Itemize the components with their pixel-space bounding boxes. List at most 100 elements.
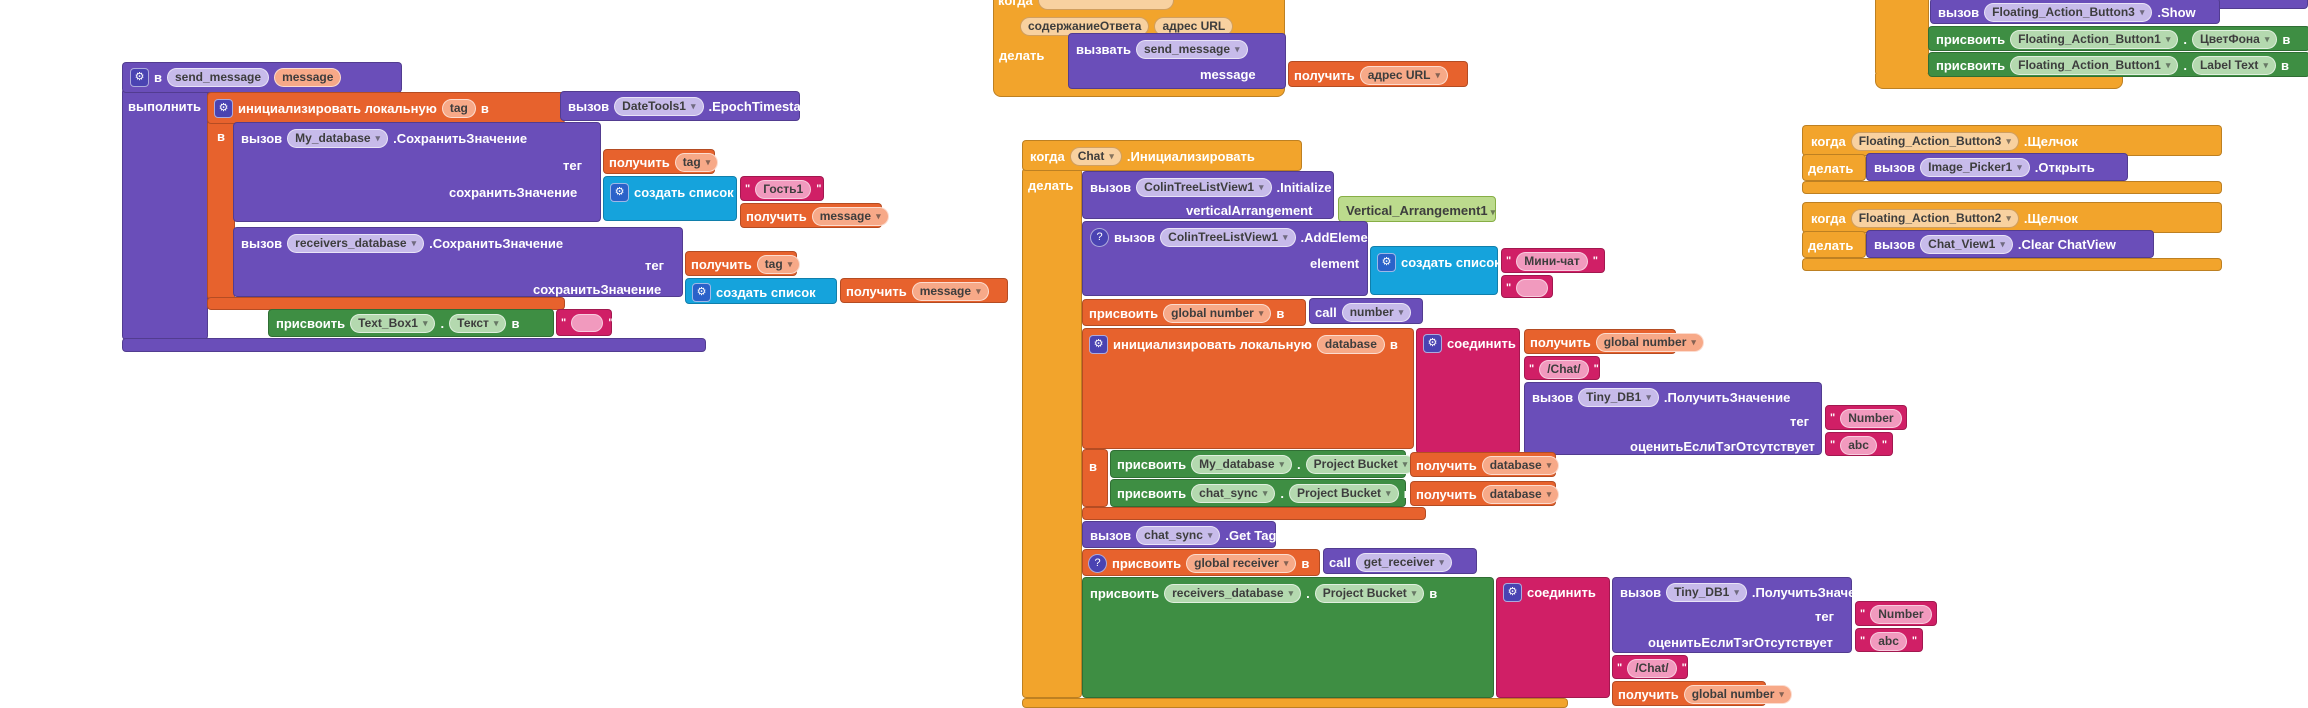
dot-label: . [1280,485,1284,501]
component-dropdown[interactable]: DateTools1 [614,96,704,116]
call-fab3-show-row: вызов Floating_Action_Button3 .Show [1938,2,2196,22]
component-dropdown[interactable]: Chat [1069,146,1122,166]
call-tinydb-getvalue-block[interactable] [1524,382,1822,455]
var-dropdown[interactable]: tag [756,254,801,274]
string-minichat-row: " Мини-чат " [1506,251,1598,271]
gear-icon[interactable]: ⚙ [1423,333,1442,353]
var-dropdown[interactable]: global number [1595,332,1704,352]
component-dropdown[interactable]: Floating_Action_Button1 [2010,55,2179,75]
chat-init-header[interactable] [1022,140,1302,171]
component-dropdown[interactable]: receivers_database [287,233,425,253]
component-dropdown[interactable]: Text_Box1 [350,313,436,333]
gear-icon[interactable]: ⚙ [610,182,629,202]
init-local-tag-body[interactable] [207,120,235,300]
component-dropdown[interactable]: ColinTreeListView1 [1136,177,1272,197]
component-dropdown[interactable]: chat_sync [1136,525,1221,545]
property-dropdown[interactable]: Label Text [2191,55,2276,75]
fab3-click-body[interactable] [1802,154,1866,181]
get-label: получить [1294,67,1355,83]
call-label: вызов [1114,229,1156,245]
string-field[interactable]: /Chat/ [1539,359,1589,379]
proc-dropdown[interactable]: get_receiver [1355,552,1452,572]
component-dropdown[interactable]: chat_sync [1191,483,1276,503]
property-dropdown[interactable]: Project Bucket [1289,483,1399,503]
var-dropdown[interactable]: адрес URL [1359,65,1449,85]
call-get-receiver-proc-row: call get_receiver [1329,552,1452,572]
proc-dropdown[interactable]: number [1341,302,1412,322]
proc-dropdown[interactable]: send_message [1135,39,1248,59]
gear-icon[interactable]: ⚙ [130,67,149,87]
set-fab1-labeltext-row: присвоить Floating_Action_Button1 . Labe… [1936,55,2289,75]
tag-param-label: тег [645,257,665,273]
string-field[interactable]: Мини-чат [1516,251,1588,271]
var-dropdown[interactable]: global number [1683,684,1792,704]
fab2-click-body[interactable] [1802,231,1866,258]
local-var-database-chip[interactable]: database [1316,334,1385,354]
string-field[interactable] [1516,279,1549,297]
fab-event-bottom[interactable] [1875,74,2123,89]
component-dropdown[interactable]: Chat_View1 [1920,234,2013,254]
param-message-chip[interactable]: message [274,67,342,87]
fab-event-body[interactable] [1875,0,1929,76]
dot-label: . [440,315,445,331]
get-message-row: получить message [846,281,989,301]
var-dropdown[interactable]: global receiver [1186,553,1297,573]
help-icon[interactable]: ? [1090,227,1109,247]
component-dropdown[interactable]: Floating_Action_Button2 [1850,208,2019,228]
component-dropdown[interactable]: Vertical_Arrangement1 [1346,203,1495,218]
gear-icon[interactable]: ⚙ [692,282,711,302]
gear-icon[interactable]: ⚙ [1089,334,1108,354]
call-colintree-addelement-block[interactable] [1082,221,1368,296]
call-chatview-clear-block[interactable] [1866,230,2154,258]
var-dropdown[interactable]: tag [674,152,719,172]
component-dropdown[interactable]: Tiny_DB1 [1578,387,1659,407]
component-dropdown[interactable]: Image_Picker1 [1920,157,2030,177]
local-var-tag-chip[interactable]: tag [441,98,476,118]
component-dropdown[interactable]: receivers_database [1164,583,1302,603]
component-dropdown[interactable] [1037,0,1174,10]
proc-name-chip[interactable]: send_message [167,67,270,87]
init-local-database-in-col[interactable] [1082,449,1108,507]
property-dropdown[interactable]: Project Bucket [1314,583,1425,603]
help-icon[interactable]: ? [1088,553,1107,573]
property-dropdown[interactable]: Project Bucket [1305,454,1416,474]
gear-icon[interactable]: ⚙ [214,98,233,118]
init-local-database-bottom[interactable] [1082,507,1426,520]
component-dropdown[interactable]: My_database [287,128,389,148]
var-dropdown[interactable]: database [1481,455,1560,475]
chat-init-body[interactable] [1022,168,1082,698]
component-dropdown[interactable]: Tiny_DB1 [1666,582,1747,602]
string-field[interactable]: abc [1840,435,1877,455]
proc-def-body[interactable] [122,88,208,340]
string-field[interactable] [571,314,604,332]
string-field[interactable]: /Chat/ [1627,658,1677,678]
string-field[interactable]: Number [1840,408,1902,428]
var-dropdown[interactable]: database [1481,484,1560,504]
string-field[interactable]: Number [1870,604,1932,624]
property-dropdown[interactable]: Текст [449,313,507,333]
component-dropdown[interactable]: ColinTreeListView1 [1160,227,1296,247]
message-arg-row: message [1200,64,1256,84]
component-dropdown[interactable]: Floating_Action_Button3 [1984,2,2153,22]
component-dropdown[interactable]: Floating_Action_Button1 [2010,29,2179,49]
string-field[interactable]: abc [1870,631,1907,651]
event-label: .Щелчок [2023,133,2078,149]
gear-icon[interactable]: ⚙ [1377,252,1396,272]
fab3-click-bottom[interactable] [1802,181,2222,194]
component-dropdown[interactable]: My_database [1191,454,1293,474]
gear-icon[interactable]: ⚙ [1503,582,1522,602]
string-field[interactable]: Гость1 [755,179,812,199]
var-dropdown[interactable]: global number [1163,303,1272,323]
method-label: .Get Tag List [1225,527,1304,543]
fab2-click-bottom[interactable] [1802,258,2222,271]
chat-init-bottom[interactable] [1022,698,1568,708]
param-url-chip[interactable]: адрес URL [1154,16,1234,36]
var-dropdown[interactable]: message [811,206,889,226]
in-label: в [1403,485,1412,501]
string-chat-path-row: " /Chat/ " [1529,359,1599,379]
proc-def-bottom[interactable] [122,338,706,352]
component-dropdown[interactable]: Floating_Action_Button3 [1850,131,2019,151]
property-dropdown[interactable]: ЦветФона [2191,29,2278,49]
var-dropdown[interactable]: message [911,281,989,301]
